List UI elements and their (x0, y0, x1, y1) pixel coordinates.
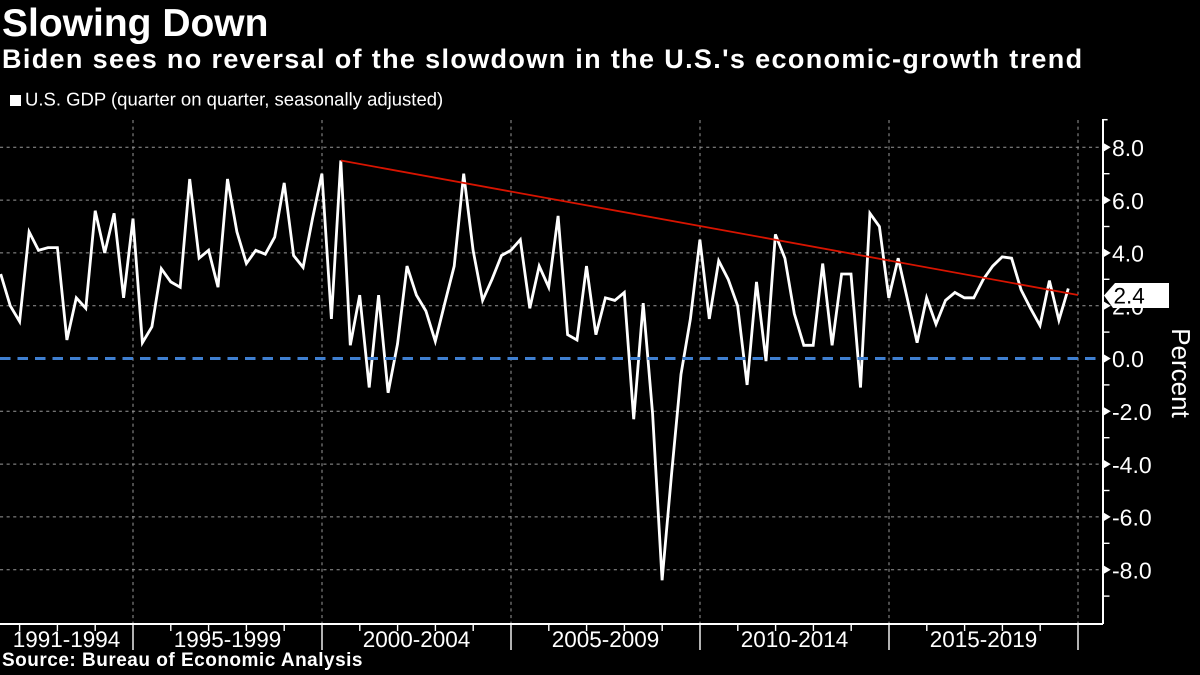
svg-text:-6.0: -6.0 (1112, 505, 1152, 531)
svg-text:6.0: 6.0 (1112, 188, 1144, 214)
svg-text:4.0: 4.0 (1112, 241, 1144, 267)
svg-text:Percent: Percent (1166, 328, 1196, 418)
svg-text:-4.0: -4.0 (1112, 452, 1152, 478)
svg-text:1991-1994: 1991-1994 (13, 627, 121, 652)
svg-text:2.4: 2.4 (1114, 284, 1145, 309)
svg-text:2005-2009: 2005-2009 (552, 627, 660, 652)
svg-text:-2.0: -2.0 (1112, 399, 1152, 425)
svg-text:0.0: 0.0 (1112, 346, 1144, 372)
svg-text:2000-2004: 2000-2004 (363, 627, 471, 652)
svg-text:1995-1999: 1995-1999 (174, 627, 282, 652)
svg-text:U.S. GDP (quarter on quarter,: U.S. GDP (quarter on quarter, seasonally… (25, 89, 443, 110)
svg-text:2010-2014: 2010-2014 (741, 627, 849, 652)
svg-text:-8.0: -8.0 (1112, 557, 1152, 583)
svg-text:2015-2019: 2015-2019 (930, 627, 1038, 652)
svg-text:8.0: 8.0 (1112, 135, 1144, 161)
